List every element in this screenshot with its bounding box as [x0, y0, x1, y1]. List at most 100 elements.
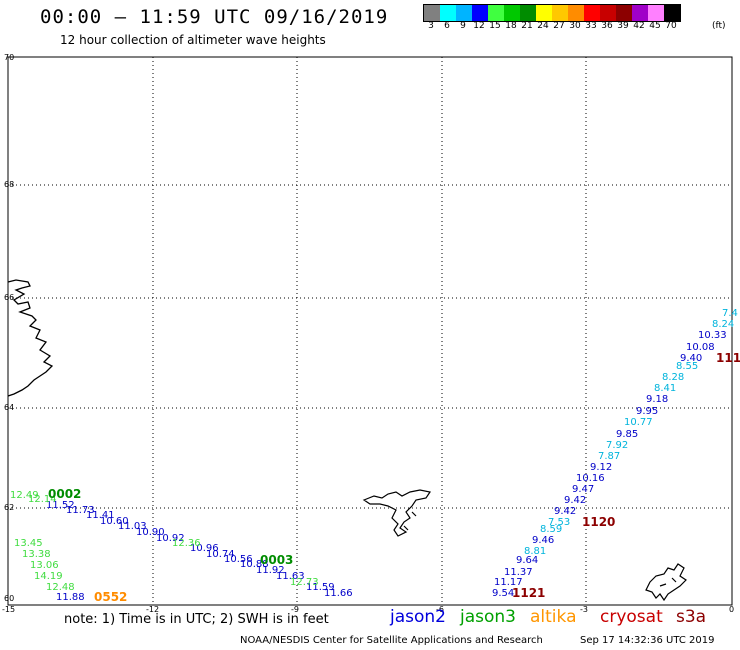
track-label: 10.33 — [698, 330, 727, 341]
legend-swatch — [600, 5, 616, 21]
credit-timestamp: Sep 17 14:32:36 UTC 2019 — [580, 635, 715, 646]
track-label: 12.73 — [290, 577, 319, 588]
legend-swatch — [456, 5, 472, 21]
track-label: 9.18 — [646, 394, 668, 405]
legend-label: 30 — [569, 21, 581, 31]
track-label: 10.74 — [206, 549, 235, 560]
legend-s3a: s3a — [676, 607, 707, 627]
legend-swatch — [472, 5, 488, 21]
track-label: 8.28 — [662, 372, 684, 383]
track-label: 10.16 — [576, 473, 605, 484]
time-stamp-cryosat: 1120 — [582, 515, 615, 529]
map-grid — [8, 57, 732, 605]
track-label: 11.17 — [494, 577, 523, 588]
track-label: 9.47 — [572, 484, 594, 495]
track-label: 9.46 — [532, 535, 554, 546]
time-stamp-cryosat-edge: 111 — [716, 351, 740, 365]
legend-label: 36 — [601, 21, 613, 31]
lat-tick-66: 66 — [4, 293, 14, 302]
legend-label: 18 — [505, 21, 517, 31]
track-label: 12.36 — [172, 538, 201, 549]
track-label: 11.52 — [46, 500, 75, 511]
legend-swatch — [536, 5, 552, 21]
map-subtitle: 12 hour collection of altimeter wave hei… — [60, 33, 326, 47]
legend-swatch — [520, 5, 536, 21]
track-label: 13.38 — [22, 549, 51, 560]
legend-swatch — [424, 5, 440, 21]
legend-label: 6 — [444, 21, 450, 31]
track-label: 12.14 — [28, 494, 57, 505]
track-label: 7.87 — [598, 451, 620, 462]
time-stamp-altika: 0552 — [94, 590, 127, 604]
track-label: 9.42 — [564, 495, 586, 506]
track-label: 11.73 — [66, 505, 95, 516]
track-label: 13.06 — [30, 560, 59, 571]
track-label: 7.92 — [606, 440, 628, 451]
legend-altika: altika — [530, 607, 577, 627]
track-label: 12.48 — [46, 582, 75, 593]
time-stamp-jason3: 0002 — [48, 487, 81, 501]
track-label: 9.64 — [516, 555, 538, 566]
track-label: 11.03 — [118, 521, 147, 532]
legend-label: 9 — [460, 21, 466, 31]
track-label: 8.59 — [540, 524, 562, 535]
track-label: 8.24 — [712, 319, 734, 330]
legend-label: 21 — [521, 21, 533, 31]
track-label: 7.53 — [548, 517, 570, 528]
lat-tick-64: 64 — [4, 403, 14, 412]
legend-cryosat: cryosat — [600, 607, 663, 627]
iceland-coastline — [7, 279, 54, 397]
legend-swatch — [584, 5, 600, 21]
legend-swatch — [504, 5, 520, 21]
legend-swatch — [552, 5, 568, 21]
track-label: 9.12 — [590, 462, 612, 473]
track-label: 11.59 — [306, 582, 335, 593]
lat-tick-62: 62 — [4, 503, 14, 512]
track-label: 11.37 — [504, 567, 533, 578]
credit-line: NOAA/NESDIS Center for Satellite Applica… — [240, 635, 543, 646]
track-label: 10.92 — [156, 533, 185, 544]
legend-swatch — [616, 5, 632, 21]
track-label: 10.88 — [240, 559, 269, 570]
legend-label: 12 — [473, 21, 485, 31]
track-label: 9.85 — [616, 429, 638, 440]
lon-tick-m6: -6 — [436, 605, 444, 614]
track-label: 11.41 — [86, 510, 115, 521]
track-label: 8.55 — [676, 361, 698, 372]
track-label: 10.60 — [100, 516, 129, 527]
legend-label: 39 — [617, 21, 629, 31]
lon-tick-m12: -12 — [146, 605, 159, 614]
track-label: 11.92 — [256, 565, 285, 576]
legend-label: 3 — [428, 21, 434, 31]
track-label: 13.45 — [14, 538, 43, 549]
legend-jason2: jason2 — [390, 607, 446, 627]
map-title: 00:00 – 11:59 UTC 09/16/2019 — [40, 6, 389, 28]
shetland-islands — [645, 563, 687, 602]
faroe-islands — [362, 489, 431, 537]
track-label: 7.4 — [722, 308, 738, 319]
lon-tick-m9: -9 — [291, 605, 299, 614]
track-label: 8.81 — [524, 546, 546, 557]
track-label: 10.96 — [190, 543, 219, 554]
legend-label: 45 — [649, 21, 661, 31]
legend-label: 33 — [585, 21, 597, 31]
legend-swatch — [488, 5, 504, 21]
legend-unit: (ft) — [712, 21, 726, 31]
legend-swatch — [632, 5, 648, 21]
legend-label: 15 — [489, 21, 501, 31]
legend-swatch — [440, 5, 456, 21]
footnote: note: 1) Time is in UTC; 2) SWH is in fe… — [64, 612, 329, 627]
color-legend — [423, 4, 681, 22]
legend-label: 70 — [665, 21, 677, 31]
map-frame — [7, 56, 733, 606]
lat-tick-70: 70 — [4, 53, 14, 62]
track-label: 9.54 — [492, 588, 514, 599]
lat-tick-68: 68 — [4, 180, 14, 189]
legend-swatch — [664, 5, 680, 21]
track-label: 12.49 — [10, 490, 39, 501]
track-label: 11.66 — [324, 588, 353, 599]
track-label: 9.42 — [554, 506, 576, 517]
legend-swatch — [568, 5, 584, 21]
legend-swatch — [648, 5, 664, 21]
